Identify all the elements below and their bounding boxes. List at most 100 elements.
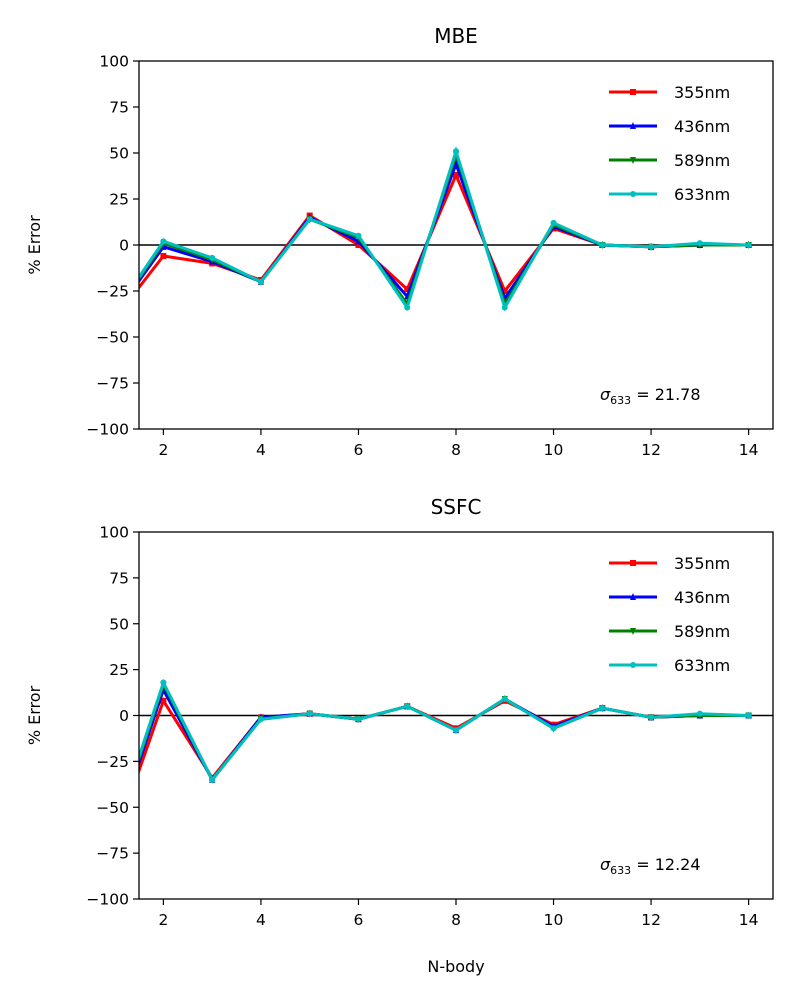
x-tick-label: 12 <box>641 911 661 929</box>
panel-1: MBE −100 −75 −50 −25 0 25 50 75 100 2 4 6 8 10 12 14 % Er… <box>25 24 774 459</box>
legend-label-633nm: 633nm <box>674 656 730 675</box>
y-tick-label: 75 <box>109 569 129 587</box>
data-point-633nm-7 <box>404 304 411 311</box>
chart-title: MBE <box>434 24 478 48</box>
x-tick-label: 10 <box>544 911 564 929</box>
data-point-633nm-10 <box>550 219 557 226</box>
legend-marker-633nm <box>630 191 636 197</box>
data-point-589nm-1 <box>112 830 118 837</box>
data-point-633nm-10 <box>550 725 557 732</box>
legend-marker-436nm <box>630 593 636 600</box>
series-line-436nm <box>139 159 749 302</box>
sigma-value: = 21.78 <box>631 385 700 404</box>
data-point-633nm-12 <box>648 243 655 250</box>
data-point-355nm-6 <box>355 242 362 248</box>
data-point-633nm-4 <box>257 278 264 285</box>
data-point-436nm-8 <box>453 160 459 168</box>
data-point-633nm-8 <box>453 148 459 155</box>
data-point-633nm-11 <box>599 705 606 712</box>
y-tick-label: 0 <box>119 237 129 255</box>
panel-2: SSFC −100 −75 −50 −25 0 25 50 75 100 2 4 6 8 10 12 14 % E… <box>25 495 774 976</box>
data-point-633nm-1 <box>112 828 118 834</box>
y-tick-label: 0 <box>119 707 129 725</box>
y-tick-label: −50 <box>96 799 129 817</box>
legend-marker-589nm <box>630 628 636 635</box>
legend-marker-436nm <box>630 122 636 129</box>
legend-label-589nm: 589nm <box>674 622 730 641</box>
series-line-589nm <box>139 680 749 783</box>
sigma-symbol: σ <box>600 385 611 404</box>
y-tick-label: 100 <box>99 524 129 542</box>
data-point-633nm-14 <box>745 712 752 719</box>
y-tick-label: 75 <box>109 99 129 117</box>
chart-title: SSFC <box>431 495 482 519</box>
data-point-633nm-7 <box>404 703 411 710</box>
data-point-633nm-2 <box>160 238 167 245</box>
y-tick-label: 100 <box>99 53 129 71</box>
y-tick-label: −75 <box>96 375 129 393</box>
data-point-633nm-5 <box>306 710 313 717</box>
data-point-633nm-13 <box>696 240 703 247</box>
y-tick-label: −25 <box>96 283 129 301</box>
legend-label-355nm: 355nm <box>674 83 730 102</box>
data-point-633nm-13 <box>696 710 703 717</box>
x-tick-label: 2 <box>158 441 168 459</box>
series-line-436nm <box>139 686 749 783</box>
x-tick-label: 12 <box>641 441 661 459</box>
sigma-annotation: σ633 = 21.78 <box>600 385 701 407</box>
sigma-value: = 12.24 <box>631 855 700 874</box>
legend-label-436nm: 436nm <box>674 117 730 136</box>
data-point-633nm-11 <box>599 242 606 248</box>
y-tick-label: −100 <box>86 891 129 909</box>
legend: 355nm 436nm 589nm 633nm <box>609 83 730 204</box>
x-tick-label: 14 <box>739 911 759 929</box>
legend-marker-355nm <box>630 560 636 566</box>
data-point-633nm-8 <box>453 727 459 734</box>
data-point-633nm-5 <box>306 216 313 223</box>
series-line-355nm <box>139 697 749 781</box>
data-point-355nm-1 <box>112 316 118 322</box>
data-point-355nm-8 <box>453 172 459 179</box>
data-point-589nm-1 <box>112 310 118 317</box>
legend-marker-589nm <box>630 157 636 164</box>
data-point-355nm-2 <box>160 697 167 704</box>
data-point-355nm-7 <box>404 286 411 293</box>
legend-marker-355nm <box>630 89 636 95</box>
sigma-annotation: σ633 = 12.24 <box>600 855 701 877</box>
data-point-436nm-1 <box>112 831 118 838</box>
data-point-633nm-2 <box>160 679 167 686</box>
y-tick-label: −25 <box>96 753 129 771</box>
data-point-633nm-9 <box>501 695 508 702</box>
sigma-subscript: 633 <box>610 394 631 407</box>
y-tick-label: 25 <box>109 191 129 209</box>
data-point-633nm-9 <box>501 304 508 311</box>
x-axis-label: N-body <box>427 957 484 976</box>
data-point-355nm-9 <box>501 288 508 294</box>
y-tick-label: −75 <box>96 845 129 863</box>
y-axis-label: % Error <box>25 685 44 745</box>
y-tick-label: 50 <box>109 615 129 633</box>
legend-marker-633nm <box>630 662 636 668</box>
sigma-symbol: σ <box>600 855 611 874</box>
data-point-355nm-2 <box>160 253 167 260</box>
legend-label-355nm: 355nm <box>674 554 730 573</box>
data-point-633nm-6 <box>355 232 362 239</box>
y-tick-label: 50 <box>109 145 129 163</box>
data-point-633nm-14 <box>745 242 752 248</box>
x-tick-label: 6 <box>354 911 364 929</box>
x-tick-label: 6 <box>354 441 364 459</box>
legend: 355nm 436nm 589nm 633nm <box>609 554 730 675</box>
legend-label-589nm: 589nm <box>674 151 730 170</box>
y-tick-label: −50 <box>96 329 129 347</box>
legend-label-436nm: 436nm <box>674 588 730 607</box>
y-axis-label: % Error <box>25 215 44 275</box>
data-point-633nm-1 <box>112 310 118 316</box>
data-point-355nm-1 <box>112 837 118 843</box>
y-tick-label: −100 <box>86 421 129 439</box>
x-tick-label: 8 <box>451 911 461 929</box>
data-point-633nm-3 <box>209 254 216 261</box>
legend-label-633nm: 633nm <box>674 185 730 204</box>
series-line-633nm <box>139 146 749 312</box>
series-line-633nm <box>139 678 749 783</box>
